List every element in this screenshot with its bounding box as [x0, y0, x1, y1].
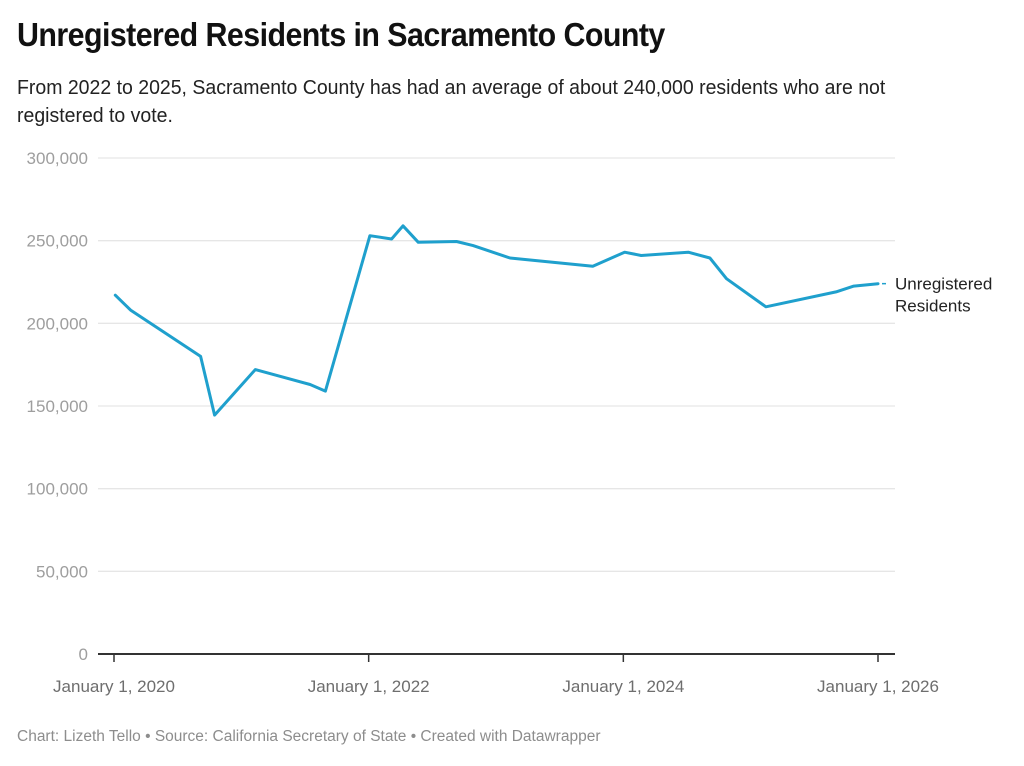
- chart-credit: Chart: Lizeth Tello • Source: California…: [17, 728, 601, 745]
- y-tick-label: 50,000: [36, 562, 88, 581]
- y-tick-label: 250,000: [27, 232, 88, 251]
- x-tick-label: January 1, 2020: [53, 677, 175, 696]
- y-tick-label: 150,000: [27, 397, 88, 416]
- series-label: Unregistered Residents: [895, 275, 992, 316]
- chart-subtitle: From 2022 to 2025, Sacramento County has…: [17, 76, 886, 127]
- x-axis: January 1, 2020 January 1, 2022 January 1,…: [53, 653, 939, 696]
- series-label-line: Residents: [895, 297, 971, 316]
- y-axis-labels: 0 50,000 100,000 150,000 200,000 250,000 300,0…: [27, 149, 88, 664]
- series-group: Unregistered Residents: [113, 224, 992, 417]
- y-tick-label: 300,000: [27, 149, 88, 168]
- y-tick-label: 0: [79, 645, 88, 664]
- series-label-line: Unregistered: [895, 275, 992, 294]
- chart-title: Unregistered Residents in Sacramento Cou…: [17, 16, 665, 53]
- y-gridlines: [98, 157, 895, 572]
- x-tick-label: January 1, 2024: [562, 677, 684, 696]
- series-line-unregistered-residents: [113, 224, 880, 417]
- x-tick-label: January 1, 2026: [817, 677, 939, 696]
- y-tick-label: 200,000: [27, 314, 88, 333]
- y-tick-label: 100,000: [27, 480, 88, 499]
- x-tick-label: January 1, 2022: [308, 677, 430, 696]
